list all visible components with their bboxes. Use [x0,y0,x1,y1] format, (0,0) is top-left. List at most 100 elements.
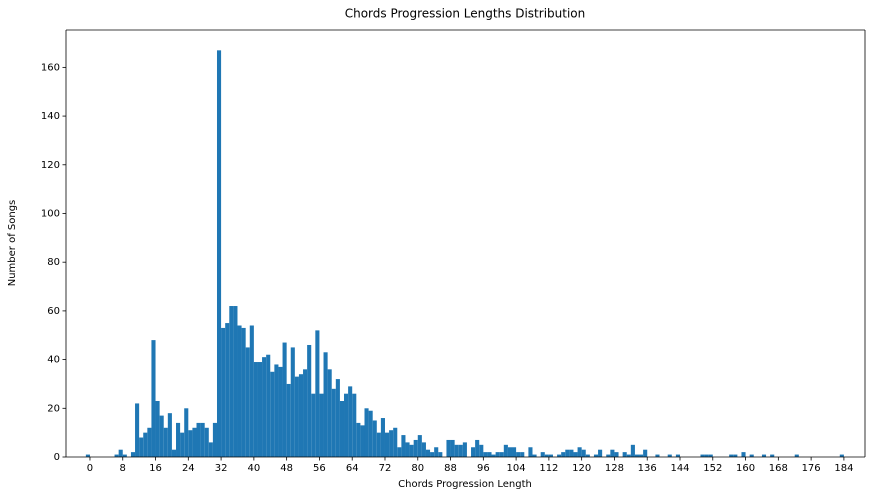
bar [171,449,177,457]
bar [225,323,230,457]
bar [487,452,492,457]
bar [286,383,291,457]
bar [212,422,217,457]
bar [462,442,467,457]
x-tick-label: 176 [802,463,821,474]
bar [581,449,586,457]
y-tick-label: 120 [41,160,60,171]
bar [360,425,365,457]
bar [352,393,357,457]
bar [298,374,304,457]
x-tick-label: 48 [280,463,293,474]
bar [282,342,287,457]
x-tick-label: 0 [87,463,93,474]
bar [675,454,681,457]
bar [503,444,508,457]
bar [565,449,570,457]
bar [331,388,336,457]
bar [548,454,553,457]
x-tick-label: 184 [834,463,853,474]
bar [135,403,140,457]
y-tick-label: 60 [47,306,60,317]
bar [454,444,459,457]
bar [667,454,672,457]
bar [622,452,627,457]
bar [262,357,267,457]
bar [438,452,443,457]
x-tick-label: 24 [182,463,195,474]
bar [176,422,181,457]
bar [307,344,312,457]
bar [434,447,439,457]
bar [577,447,582,457]
bar [643,449,648,457]
bar [630,444,635,457]
bar [335,379,340,457]
x-tick-label: 16 [149,463,162,474]
bar [585,454,590,457]
bar [368,410,373,457]
x-tick-label: 144 [670,463,689,474]
bar [163,427,168,457]
bar [380,418,385,457]
bar [344,393,349,457]
bar [700,454,705,457]
bar [532,454,537,457]
bar [130,452,136,457]
x-tick-label: 112 [539,463,558,474]
x-tick-label: 72 [379,463,392,474]
bar [233,306,238,457]
bar [405,442,410,457]
bar [430,452,435,457]
bar [151,340,156,457]
bar [839,454,844,457]
bar [294,376,299,457]
bar [401,435,406,457]
bar [372,420,377,457]
bar [311,393,316,457]
bar [389,430,394,457]
y-tick-label: 160 [41,62,60,73]
bar [540,452,545,457]
plot-area [85,50,844,457]
bar [270,371,275,457]
bar [204,427,209,457]
bar [729,454,734,457]
bar [118,449,123,457]
bar [639,454,644,457]
x-tick-label: 152 [703,463,722,474]
y-tick-label: 20 [47,403,60,414]
bar [446,439,451,457]
chart-title: Chords Progression Lengths Distribution [345,7,586,21]
bar [557,454,562,457]
x-tick-label: 168 [769,463,788,474]
bar [458,444,463,457]
x-tick-label: 40 [248,463,261,474]
x-tick-label: 80 [411,463,424,474]
bar [610,449,615,457]
bar [159,415,164,457]
bar [573,452,578,457]
bar [450,439,455,457]
bar [491,454,496,457]
bar [188,430,193,457]
bar [290,347,295,457]
bar [364,408,369,457]
bar [761,454,767,457]
bar [409,444,414,457]
bar [253,362,258,457]
bar [393,427,398,457]
bar [425,449,431,457]
bar [339,400,345,457]
bar [241,327,246,457]
bar [569,449,574,457]
x-tick-label: 56 [313,463,326,474]
bar [749,454,754,457]
x-tick-label: 120 [572,463,591,474]
x-tick-label: 32 [215,463,228,474]
x-tick-label: 104 [507,463,526,474]
bar [384,432,390,457]
bar [512,447,517,457]
bar [593,454,599,457]
bar [237,325,242,457]
